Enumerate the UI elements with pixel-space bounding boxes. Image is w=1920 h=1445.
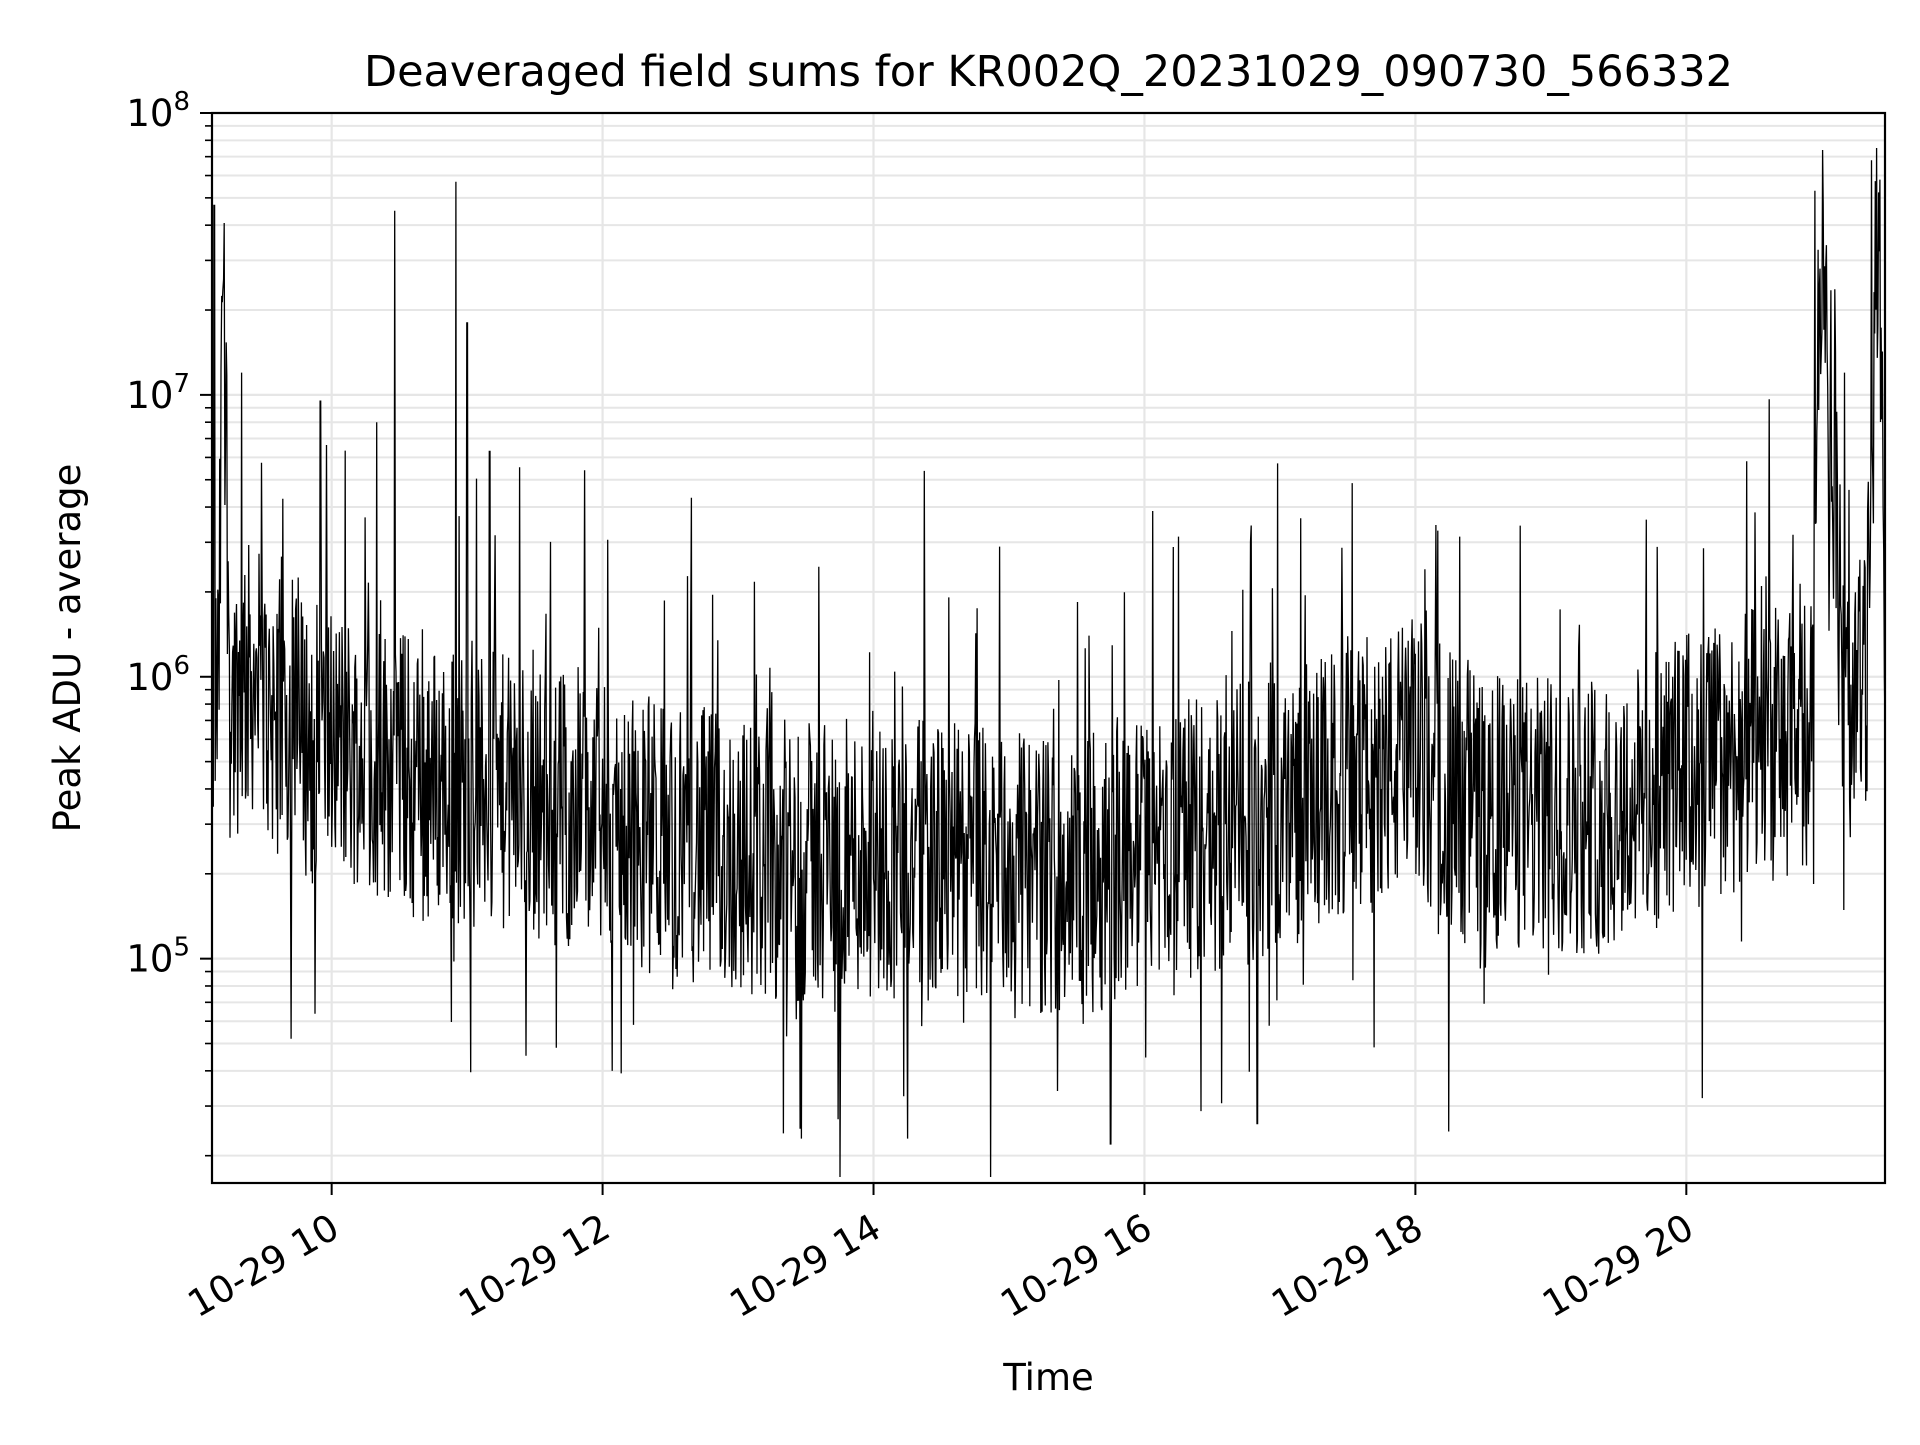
y-axis-label: Peak ADU - average (46, 464, 89, 833)
series-layer (211, 147, 1886, 1178)
plot-frame (210, 111, 1887, 1185)
y-tick-label: 107 (126, 369, 190, 417)
y-tick-label: 105 (126, 933, 190, 981)
y-tick-label: 108 (126, 87, 190, 135)
y-tick-label: 106 (126, 651, 190, 699)
series-line (211, 147, 1886, 1178)
x-axis-label: Time (1002, 1356, 1094, 1399)
chart-title: Deaveraged field sums for KR002Q_2023102… (364, 47, 1733, 97)
